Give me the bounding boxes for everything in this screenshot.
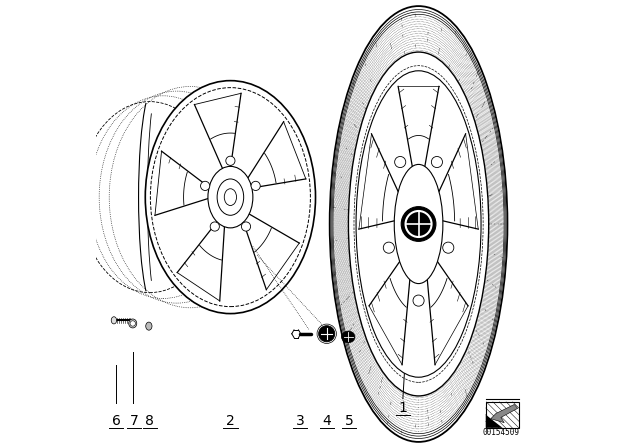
Circle shape: [200, 181, 210, 190]
Bar: [486, 402, 520, 428]
Ellipse shape: [342, 331, 355, 343]
Circle shape: [383, 242, 394, 253]
Ellipse shape: [146, 322, 152, 330]
Circle shape: [413, 295, 424, 306]
Ellipse shape: [208, 166, 253, 228]
Ellipse shape: [224, 189, 237, 206]
Ellipse shape: [356, 71, 481, 377]
Circle shape: [443, 242, 454, 253]
Circle shape: [251, 181, 260, 190]
Ellipse shape: [394, 164, 443, 284]
Text: 7: 7: [130, 414, 138, 428]
Circle shape: [431, 156, 442, 168]
Ellipse shape: [348, 52, 489, 396]
Circle shape: [226, 156, 235, 165]
Text: 3: 3: [296, 414, 304, 428]
Text: 8: 8: [145, 414, 154, 428]
Ellipse shape: [111, 317, 116, 324]
Circle shape: [130, 321, 136, 326]
Ellipse shape: [145, 81, 316, 314]
Text: 2: 2: [226, 414, 235, 428]
Ellipse shape: [217, 179, 244, 215]
Circle shape: [241, 222, 251, 231]
Circle shape: [406, 211, 431, 237]
Text: 1: 1: [399, 401, 407, 415]
Circle shape: [319, 326, 335, 342]
Text: 6: 6: [112, 414, 120, 428]
Ellipse shape: [129, 319, 137, 328]
Text: 5: 5: [345, 414, 353, 428]
Polygon shape: [491, 405, 518, 422]
Text: 00154509: 00154509: [483, 428, 520, 437]
Text: 4: 4: [323, 414, 331, 428]
Circle shape: [401, 207, 436, 241]
Circle shape: [210, 222, 220, 231]
Circle shape: [395, 156, 406, 168]
Polygon shape: [486, 415, 502, 428]
